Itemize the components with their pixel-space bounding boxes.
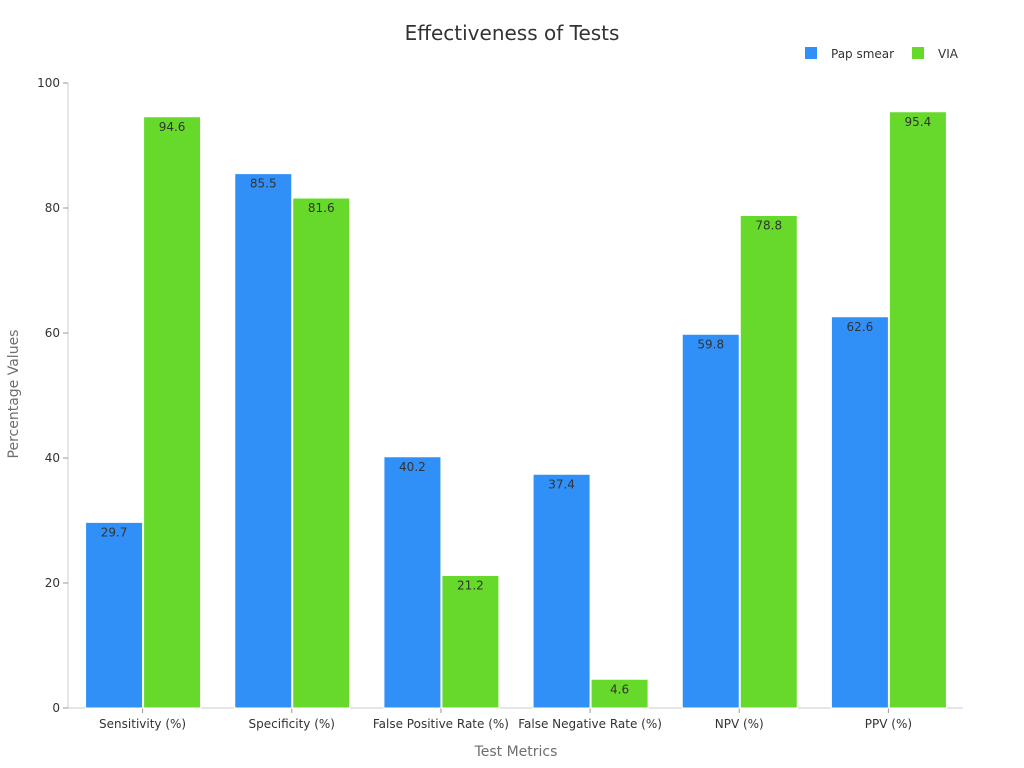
data-label: 94.6	[159, 120, 186, 134]
data-label: 81.6	[308, 201, 335, 215]
data-label: 4.6	[610, 682, 629, 696]
y-tick-label: 20	[45, 576, 60, 590]
bar-via	[292, 197, 351, 709]
x-tick-label: False Negative Rate (%)	[518, 717, 662, 731]
x-tick-label: PPV (%)	[865, 717, 912, 731]
y-tick-label: 40	[45, 451, 60, 465]
axes: 0 20 40 60 80 100 Sensitivity (%) Specificity (…	[37, 76, 963, 731]
bar-pap-smear	[681, 333, 740, 709]
bar-via	[441, 575, 500, 709]
legend: Pap smear VIA	[805, 47, 959, 61]
x-tick-label: Sensitivity (%)	[99, 717, 186, 731]
data-label: 37.4	[548, 477, 575, 491]
y-tick-label: 60	[45, 326, 60, 340]
legend-swatch	[805, 47, 817, 59]
x-tick-label: Specificity (%)	[249, 717, 335, 731]
y-axis-title: Percentage Values	[6, 330, 22, 459]
bar-pap-smear	[234, 173, 293, 709]
legend-label: VIA	[938, 47, 959, 61]
bar-pap-smear	[383, 456, 442, 709]
bar-via	[739, 215, 798, 709]
data-label: 21.2	[457, 579, 484, 593]
data-label: 29.7	[101, 525, 128, 539]
data-label: 59.8	[697, 337, 724, 351]
bar-pap-smear	[532, 473, 591, 709]
data-label: 95.4	[905, 115, 932, 129]
chart-title: Effectiveness of Tests	[405, 21, 620, 45]
y-tick-label: 100	[37, 76, 60, 90]
bar-pap-smear	[830, 316, 889, 709]
bar-via	[143, 116, 202, 709]
data-label: 78.8	[755, 219, 782, 233]
x-axis-title: Test Metrics	[474, 744, 558, 760]
data-label: 62.6	[847, 320, 874, 334]
data-label: 85.5	[250, 177, 277, 191]
legend-swatch	[912, 47, 924, 59]
legend-label: Pap smear	[831, 47, 894, 61]
bar-via	[888, 111, 947, 709]
bar-pap-smear	[85, 521, 144, 709]
y-tick-label: 80	[45, 201, 60, 215]
x-tick-label: False Positive Rate (%)	[373, 717, 509, 731]
y-tick-label: 0	[52, 701, 60, 715]
data-label: 40.2	[399, 460, 426, 474]
x-tick-label: NPV (%)	[715, 717, 764, 731]
bars: 29.7 94.6 85.5 81.6 40.2 21.2 37.4 4.6 59.8 78.8 6…	[85, 111, 947, 709]
bar-via	[590, 678, 649, 709]
